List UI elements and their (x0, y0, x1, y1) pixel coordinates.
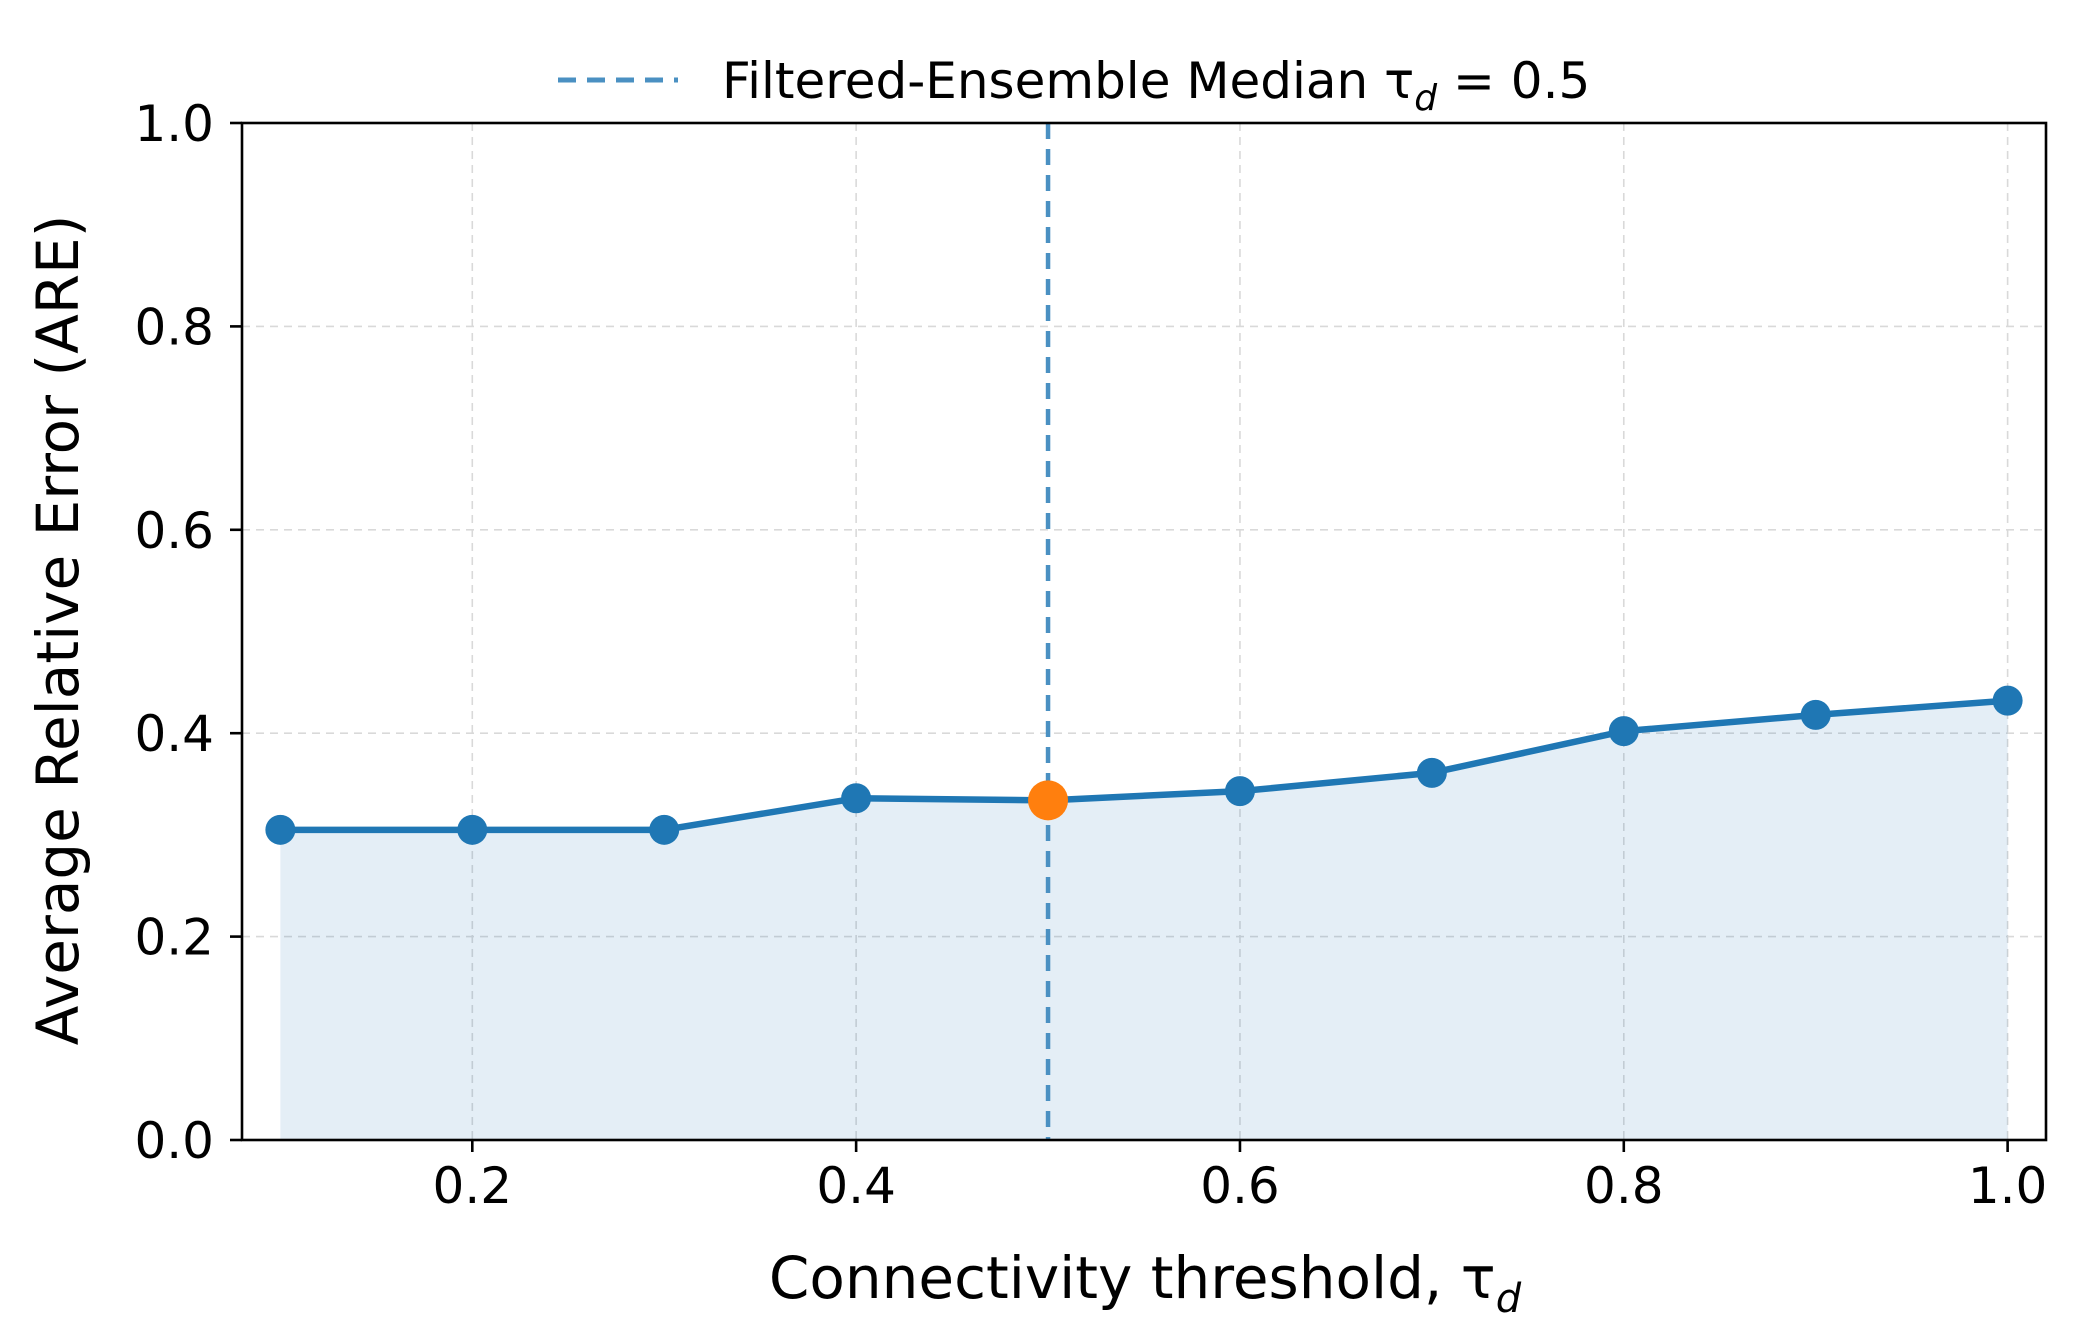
x-tick-label-4: 1.0 (1968, 1157, 2048, 1215)
highlight-point (1028, 780, 1069, 821)
data-point-7 (1608, 716, 1639, 747)
data-point-8 (1800, 699, 1831, 730)
points-layer (265, 685, 2023, 845)
y-tick-label-3: 0.6 (134, 502, 214, 560)
data-point-0 (265, 814, 296, 845)
x-tick-label-1: 0.4 (816, 1157, 896, 1215)
legend: Filtered-Ensemble Median τd = 0.5 (558, 52, 1590, 119)
data-point-6 (1416, 757, 1447, 788)
x-axis-title-subscript: d (1496, 1276, 1522, 1322)
x-tick-label-3: 0.8 (1584, 1157, 1664, 1215)
series-fill-area (280, 700, 2008, 1140)
axes-layer (240, 121, 2048, 1142)
data-point-5 (1224, 776, 1255, 807)
x-tick-label-0: 0.2 (433, 1157, 513, 1215)
ticks-layer: 0.2 0.4 0.6 0.8 1.0 0.0 0.2 0.4 0.6 0.8 1.0 (134, 95, 2047, 1215)
fill-layer (280, 700, 2008, 1140)
data-point-9 (1992, 685, 2023, 716)
series-line (280, 697, 2008, 834)
data-point-2 (649, 814, 680, 845)
axes-frame (240, 121, 2048, 1142)
y-tick-label-2: 0.4 (134, 705, 214, 763)
legend-label-subscript: d (1414, 78, 1438, 119)
legend-label-text: Filtered-Ensemble Median τ (722, 52, 1414, 110)
data-point-3 (841, 783, 872, 814)
legend-label-suffix: = 0.5 (1437, 52, 1590, 110)
y-tick-label-4: 0.8 (134, 298, 214, 356)
x-axis-title: Connectivity threshold, τd (769, 1244, 1522, 1322)
y-tick-label-5: 1.0 (134, 95, 214, 153)
y-tick-label-0: 0.0 (134, 1112, 214, 1170)
x-axis-title-text: Connectivity threshold, τ (769, 1244, 1496, 1312)
legend-label: Filtered-Ensemble Median τd = 0.5 (722, 52, 1590, 119)
data-point-1 (457, 814, 488, 845)
y-tick-label-1: 0.2 (134, 909, 214, 967)
y-axis-title: Average Relative Error (ARE) (24, 215, 92, 1046)
line-layer (280, 697, 2008, 834)
x-tick-label-2: 0.6 (1200, 1157, 1280, 1215)
